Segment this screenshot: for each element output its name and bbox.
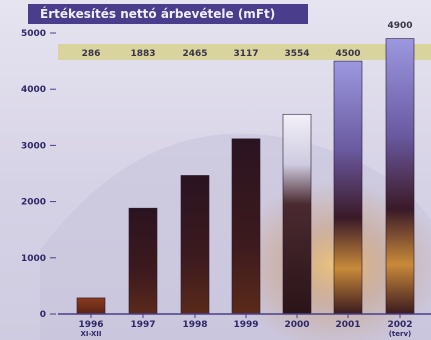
bars <box>76 38 415 315</box>
x-tick-label: 2000 <box>284 320 309 330</box>
x-tick-label: 2001 <box>335 320 360 330</box>
x-tick-label-line: 1999 <box>233 320 258 330</box>
x-tick-label-line: 1997 <box>130 320 155 330</box>
bar-1999 <box>231 138 261 315</box>
x-tick-label-line: 2002 <box>387 320 412 330</box>
x-tick-label-line: 1996 <box>78 320 103 330</box>
data-label: 1883 <box>130 49 155 59</box>
title-band <box>28 4 308 24</box>
x-tick-label-line: 2001 <box>335 320 360 330</box>
y-tick-label: 1000 <box>21 254 46 264</box>
x-tick-label-line: XI-XII <box>81 330 102 338</box>
data-label: 3554 <box>284 49 309 59</box>
y-tick-label: 4000 <box>21 85 46 95</box>
x-tick-label-line: 2000 <box>284 320 309 330</box>
x-tick-label: 1998 <box>182 320 207 330</box>
x-tick-label: 2002 (terv) <box>387 320 412 338</box>
x-tick-label: 1996 XI-XII <box>78 320 103 338</box>
x-tick-label: 1997 <box>130 320 155 330</box>
bar-2002 <box>385 38 415 315</box>
data-label: 286 <box>82 49 101 59</box>
y-tick-label: 3000 <box>21 141 46 151</box>
data-labels: 286 1883 2465 3117 3554 4500 4900 <box>82 21 413 59</box>
x-tick-label: 1999 <box>233 320 258 330</box>
y-axis: 0 1000 2000 3000 4000 5000 <box>21 29 56 320</box>
x-tick-label-line: (terv) <box>389 330 412 338</box>
y-tick-label: 2000 <box>21 198 46 208</box>
chart-title: Értékesítés nettó árbevétele (mFt) <box>40 6 275 21</box>
x-axis: 1996 XI-XII 1997 1998 1999 2000 2001 2002 (terv) <box>78 314 413 338</box>
data-label: 4900 <box>387 21 412 31</box>
y-tick-label: 0 <box>40 310 46 320</box>
bar-1997 <box>128 207 158 315</box>
bar-1998 <box>180 175 210 315</box>
x-tick-label-line: 1998 <box>182 320 207 330</box>
data-label: 3117 <box>233 49 258 59</box>
data-label: 2465 <box>182 49 207 59</box>
y-tick-label: 5000 <box>21 29 46 39</box>
bar-1996 <box>76 297 106 315</box>
bar-2000 <box>282 113 312 315</box>
data-label: 4500 <box>335 49 360 59</box>
bar-2001 <box>333 60 363 315</box>
data-label-band <box>58 44 431 60</box>
